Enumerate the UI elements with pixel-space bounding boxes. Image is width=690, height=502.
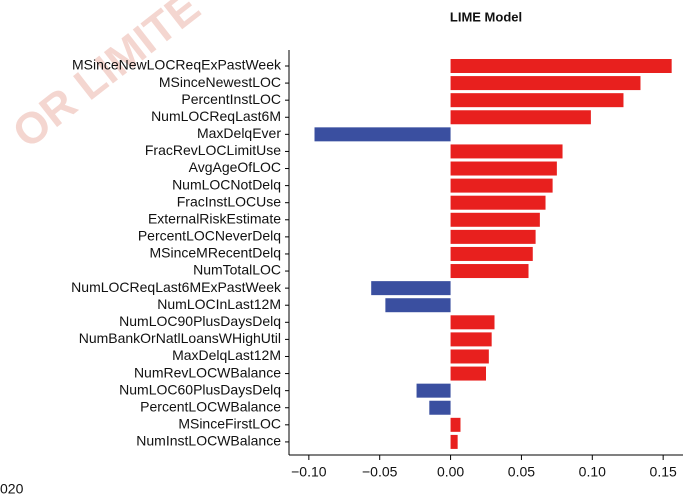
x-tick-label: −0.10	[291, 464, 327, 480]
x-tick-label: 0.00	[437, 464, 464, 480]
bar	[450, 434, 458, 449]
x-tick-label: 0.05	[508, 464, 535, 480]
bar	[450, 366, 486, 381]
bar	[450, 315, 495, 330]
y-tick-label: NumLOC60PlusDaysDelq	[119, 381, 281, 397]
bar	[450, 161, 557, 176]
bar	[416, 383, 451, 398]
y-tick-label: NumInstLOCWBalance	[136, 433, 281, 449]
bar	[314, 127, 451, 142]
y-tick-label: NumBankOrNatlLoansWHighUtil	[79, 330, 281, 346]
bar	[429, 400, 451, 415]
y-tick-label: MSinceNewLOCReqExPastWeek	[72, 57, 282, 73]
chart-title: LIME Model	[450, 9, 522, 24]
bar	[450, 212, 540, 227]
bar	[450, 195, 546, 210]
y-tick-label: NumLOCReqLast6MExPastWeek	[71, 279, 282, 295]
bar	[450, 144, 563, 159]
y-tick-label: PercentInstLOC	[181, 91, 281, 107]
y-tick-label: MSinceFirstLOC	[178, 416, 281, 432]
bar	[450, 93, 624, 108]
y-tick-label: PercentLOCNeverDelq	[138, 228, 281, 244]
bar	[450, 76, 641, 91]
bar	[450, 332, 492, 347]
y-tick-label: AvgAgeOfLOC	[189, 159, 281, 175]
y-tick-label: ExternalRiskEstimate	[148, 210, 281, 226]
x-tick-label: 0.15	[650, 464, 677, 480]
bar	[385, 298, 451, 313]
y-tick-label: NumTotalLOC	[193, 262, 281, 278]
bar	[450, 229, 536, 244]
bar	[450, 349, 489, 364]
bar	[450, 246, 533, 261]
y-tick-label: FracRevLOCLimitUse	[145, 142, 281, 158]
y-tick-label: MaxDelqLast12M	[172, 347, 281, 363]
y-tick-label: NumRevLOCWBalance	[134, 364, 281, 380]
y-tick-label: MaxDelqEver	[197, 125, 281, 141]
y-tick-label: NumLOCNotDelq	[172, 176, 281, 192]
bar	[450, 59, 672, 73]
bar	[371, 281, 451, 296]
bar	[450, 110, 591, 125]
x-tick-label: −0.05	[362, 464, 398, 480]
x-tick-label: 0.10	[579, 464, 606, 480]
y-tick-label: MSinceNewestLOC	[159, 74, 281, 90]
y-tick-label: NumLOCInLast12M	[157, 296, 281, 312]
y-tick-label: FracInstLOCUse	[177, 193, 281, 209]
side-label: 020	[0, 481, 24, 497]
y-tick-label: MSinceMRecentDelq	[150, 245, 282, 261]
bar	[450, 264, 529, 279]
y-tick-label: PercentLOCWBalance	[140, 398, 281, 414]
bar	[450, 178, 553, 193]
y-tick-label: NumLOC90PlusDaysDelq	[119, 313, 281, 329]
bar	[450, 417, 461, 432]
y-tick-label: NumLOCReqLast6M	[151, 108, 281, 124]
